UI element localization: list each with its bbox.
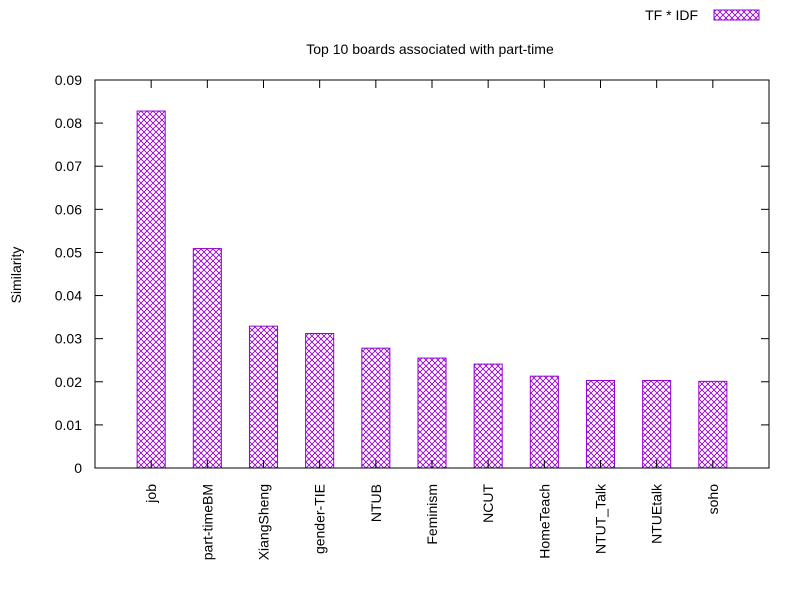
bar-job (136, 110, 166, 469)
y-tick-label: 0.05 (55, 244, 82, 260)
bar-gender-TIE (305, 332, 335, 469)
x-tick-label: NTUB (368, 484, 384, 522)
legend-swatch (713, 9, 760, 21)
y-tick-label: 0.04 (55, 288, 82, 304)
bar-NCUT (473, 363, 503, 469)
chart-title: Top 10 boards associated with part-time (306, 41, 554, 57)
x-tick-label: NCUT (480, 484, 496, 523)
bar-part-timeBM (192, 248, 222, 469)
y-tick-label: 0.01 (55, 417, 82, 433)
x-tick-label: part-timeBM (199, 484, 215, 560)
bar-XiangSheng (248, 325, 279, 469)
legend-label: TF * IDF (645, 7, 698, 23)
x-tick-label: XiangSheng (256, 484, 272, 560)
y-tick-label: 0.07 (55, 158, 82, 174)
bar-HomeTeach (529, 375, 559, 469)
y-tick-label: 0 (74, 460, 82, 476)
bar-NTUT_Talk (585, 379, 616, 469)
y-tick-label: 0.09 (55, 72, 82, 88)
x-tick-label: gender-TIE (312, 484, 328, 554)
bar-soho (698, 380, 728, 469)
bar-Feminism (417, 357, 447, 469)
y-tick-label: 0.06 (55, 201, 82, 217)
y-axis-label: Similarity (8, 247, 24, 304)
x-tick-label: HomeTeach (536, 484, 552, 559)
x-tick-label: NTUEtalk (649, 483, 665, 544)
y-tick-label: 0.03 (55, 331, 82, 347)
x-tick-label: Feminism (424, 484, 440, 545)
x-tick-label: job (143, 484, 159, 504)
legend: TF * IDF (645, 7, 760, 23)
y-tick-label: 0.02 (55, 374, 82, 390)
bar-NTUEtalk (642, 379, 672, 469)
x-tick-label: soho (705, 484, 721, 515)
plot-area-frame (94, 79, 770, 469)
bar-NTUB (361, 347, 391, 469)
y-tick-label: 0.08 (55, 115, 82, 131)
x-tick-label: NTUT_Talk (593, 483, 609, 554)
